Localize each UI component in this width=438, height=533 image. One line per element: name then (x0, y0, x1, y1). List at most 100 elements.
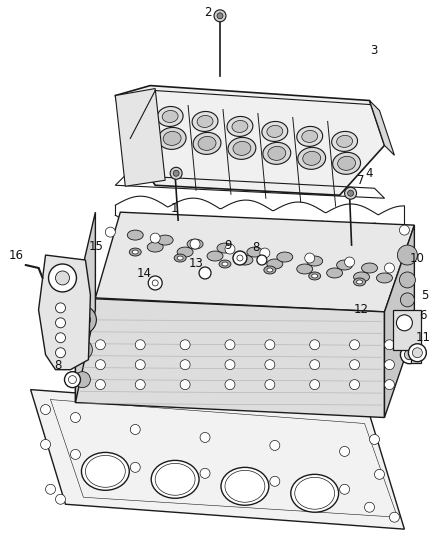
Ellipse shape (157, 235, 173, 245)
Ellipse shape (262, 122, 288, 141)
Text: 5: 5 (420, 289, 428, 302)
Circle shape (74, 372, 90, 387)
Circle shape (180, 379, 190, 390)
Circle shape (49, 264, 77, 292)
Text: 16: 16 (9, 248, 24, 262)
Ellipse shape (127, 230, 143, 240)
Circle shape (180, 340, 190, 350)
Circle shape (404, 350, 414, 360)
Ellipse shape (157, 107, 183, 126)
Circle shape (265, 340, 275, 350)
Circle shape (400, 293, 414, 307)
Polygon shape (95, 212, 414, 312)
Ellipse shape (291, 474, 339, 512)
Circle shape (71, 449, 81, 459)
Ellipse shape (132, 250, 138, 254)
Circle shape (305, 253, 314, 263)
Circle shape (56, 348, 66, 358)
Circle shape (56, 271, 70, 285)
Circle shape (396, 315, 413, 331)
Circle shape (41, 405, 50, 415)
Ellipse shape (298, 147, 325, 169)
Ellipse shape (197, 116, 213, 127)
Ellipse shape (177, 256, 183, 260)
Circle shape (389, 512, 399, 522)
Ellipse shape (353, 278, 366, 286)
Ellipse shape (198, 136, 216, 150)
Circle shape (339, 484, 350, 494)
Ellipse shape (217, 243, 233, 253)
Circle shape (148, 276, 162, 290)
Circle shape (214, 10, 226, 22)
Polygon shape (39, 255, 90, 370)
Ellipse shape (264, 266, 276, 274)
Circle shape (217, 13, 223, 19)
Circle shape (339, 447, 350, 456)
Circle shape (135, 360, 145, 370)
Ellipse shape (233, 141, 251, 156)
Ellipse shape (237, 255, 253, 265)
Circle shape (180, 360, 190, 370)
Ellipse shape (129, 248, 141, 256)
Text: 13: 13 (189, 256, 204, 270)
Ellipse shape (228, 138, 256, 159)
Ellipse shape (162, 110, 178, 123)
Text: 11: 11 (416, 332, 431, 344)
Text: 10: 10 (410, 252, 425, 264)
Ellipse shape (155, 463, 195, 495)
Circle shape (310, 340, 320, 350)
Ellipse shape (327, 268, 343, 278)
Circle shape (385, 379, 395, 390)
Ellipse shape (377, 273, 392, 283)
Polygon shape (75, 298, 385, 417)
Circle shape (150, 233, 160, 243)
Circle shape (374, 470, 385, 479)
Ellipse shape (192, 111, 218, 132)
Ellipse shape (295, 478, 335, 509)
Polygon shape (393, 310, 421, 362)
Ellipse shape (337, 135, 353, 148)
Ellipse shape (225, 470, 265, 502)
Text: 14: 14 (137, 268, 152, 280)
Ellipse shape (158, 127, 186, 149)
Ellipse shape (338, 156, 356, 171)
Ellipse shape (332, 132, 357, 151)
Ellipse shape (357, 280, 363, 284)
Circle shape (350, 360, 360, 370)
Ellipse shape (174, 254, 186, 262)
Circle shape (46, 484, 56, 494)
Polygon shape (75, 212, 95, 402)
Ellipse shape (247, 247, 263, 257)
Circle shape (95, 360, 106, 370)
Text: 9: 9 (224, 239, 232, 252)
Circle shape (345, 187, 357, 199)
Ellipse shape (221, 467, 269, 505)
Polygon shape (385, 225, 414, 417)
Ellipse shape (232, 120, 248, 132)
Ellipse shape (207, 251, 223, 261)
Polygon shape (115, 88, 165, 186)
Circle shape (130, 462, 140, 472)
Polygon shape (370, 101, 395, 155)
Ellipse shape (267, 259, 283, 269)
Circle shape (68, 306, 96, 334)
Ellipse shape (227, 116, 253, 136)
Ellipse shape (85, 455, 125, 487)
Polygon shape (31, 390, 404, 529)
Circle shape (41, 439, 50, 449)
Circle shape (310, 360, 320, 370)
Circle shape (135, 379, 145, 390)
Text: 6: 6 (420, 309, 427, 322)
Circle shape (225, 340, 235, 350)
Circle shape (408, 344, 426, 362)
Ellipse shape (312, 274, 318, 278)
Ellipse shape (219, 260, 231, 268)
Ellipse shape (332, 152, 360, 174)
Circle shape (413, 348, 422, 358)
Text: 3: 3 (370, 44, 377, 57)
Ellipse shape (353, 272, 370, 282)
Ellipse shape (187, 239, 203, 249)
Ellipse shape (267, 268, 273, 272)
Ellipse shape (361, 263, 378, 273)
Circle shape (237, 255, 243, 261)
